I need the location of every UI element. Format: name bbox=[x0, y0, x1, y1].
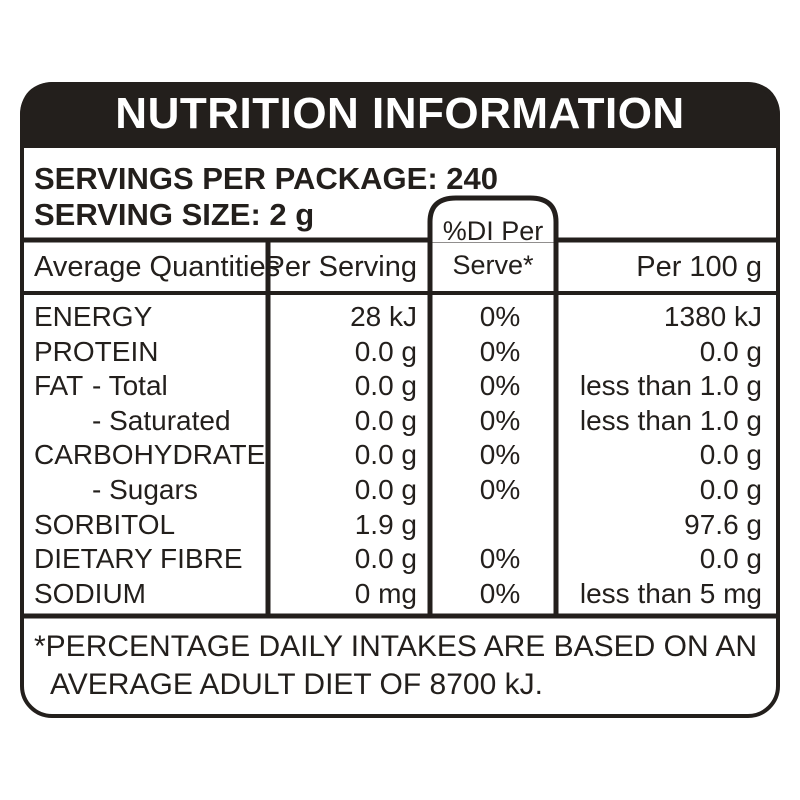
per-serving-value: 0.0 g bbox=[354, 474, 417, 505]
nutrient-name: PROTEIN bbox=[34, 335, 159, 367]
per-100g-value: 97.6 g bbox=[684, 508, 762, 540]
per-100g-value: 0.0 g bbox=[699, 543, 762, 575]
di-value: 0% bbox=[479, 543, 521, 575]
servings-per-package: SERVINGS PER PACKAGE: 240 bbox=[34, 161, 498, 196]
column-header-per-100g: Per 100 g bbox=[636, 251, 762, 283]
di-value: 0% bbox=[479, 370, 521, 402]
di-value: 0% bbox=[479, 439, 521, 471]
nutrient-sub: - Sugars bbox=[92, 474, 198, 505]
per-serving-value: 0.0 g bbox=[354, 439, 417, 471]
panel-border bbox=[20, 82, 780, 718]
per-100g-value: 0.0 g bbox=[699, 335, 762, 367]
nutrient-sub: - Saturated bbox=[92, 404, 231, 436]
per-serving-value: 0.0 g bbox=[354, 335, 417, 367]
per-100g-value: 0.0 g bbox=[699, 439, 762, 471]
serving-size: SERVING SIZE: 2 g bbox=[34, 197, 315, 232]
per-serving-value: 28 kJ bbox=[350, 301, 417, 332]
di-value: 0% bbox=[479, 335, 521, 367]
per-100g-value: less than 1.0 g bbox=[579, 404, 762, 436]
per-serving-value: 0.0 g bbox=[354, 370, 417, 402]
column-header-di-line2: Serve* bbox=[452, 250, 534, 280]
panel-title: NUTRITION INFORMATION bbox=[115, 89, 685, 138]
per-serving-value: 0 mg bbox=[354, 577, 417, 609]
di-value: 0% bbox=[479, 474, 521, 505]
per-100g-value: less than 5 mg bbox=[579, 577, 762, 609]
per-100g-value: 1380 kJ bbox=[663, 301, 762, 332]
nutrient-name: SORBITOL bbox=[34, 508, 176, 540]
column-header-per-serving: Per Serving bbox=[265, 251, 417, 283]
footnote-line-1: *PERCENTAGE DAILY INTAKES ARE BASED ON A… bbox=[34, 630, 757, 663]
per-serving-value: 0.0 g bbox=[354, 543, 417, 575]
per-serving-value: 0.0 g bbox=[354, 404, 417, 436]
per-serving-value: 1.9 g bbox=[354, 508, 417, 540]
column-header-quantities: Average Quantities bbox=[34, 251, 281, 283]
di-value: 0% bbox=[479, 404, 521, 436]
footnote-line-2: AVERAGE ADULT DIET OF 8700 kJ. bbox=[50, 668, 543, 701]
nutrient-sub: - Total bbox=[92, 370, 168, 402]
di-value: 0% bbox=[479, 577, 521, 609]
nutrient-name: ENERGY bbox=[34, 301, 153, 332]
column-header-di-line1: %DI Per bbox=[442, 216, 544, 246]
nutrient-name: DIETARY FIBRE bbox=[34, 543, 243, 575]
di-column-cap bbox=[427, 195, 559, 242]
nutrient-name: FAT bbox=[34, 370, 84, 402]
di-value: 0% bbox=[479, 301, 521, 332]
nutrient-name: SODIUM bbox=[34, 577, 146, 609]
header-bar bbox=[20, 82, 780, 146]
per-100g-value: 0.0 g bbox=[699, 474, 762, 505]
nutrient-name: CARBOHYDRATE bbox=[34, 439, 266, 471]
per-100g-value: less than 1.0 g bbox=[579, 370, 762, 402]
